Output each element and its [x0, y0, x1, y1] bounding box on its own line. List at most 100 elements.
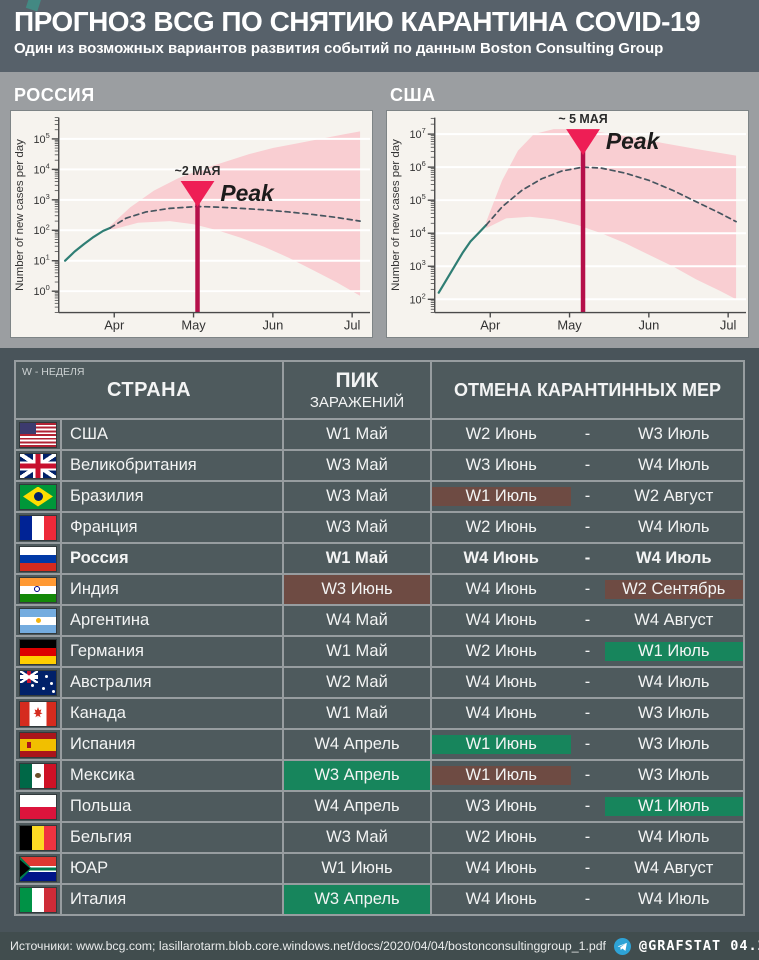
country-name: Италия: [62, 885, 282, 914]
footer: Источники: www.bcg.com; lasillarotarm.bl…: [0, 932, 759, 960]
peak-week: W3 Май: [284, 482, 430, 511]
peak-week: W1 Май: [284, 699, 430, 728]
region-label-usa: США: [390, 84, 436, 105]
lift-start-week: W1 Июль: [432, 487, 571, 506]
svg-text:~ 5 МАЯ: ~ 5 МАЯ: [558, 112, 607, 126]
header-peak: ПИК ЗАРАЖЕНИЙ: [284, 362, 430, 418]
country-flag-cell: [16, 761, 60, 790]
header-country-label: СТРАНА: [106, 378, 192, 401]
quarantine-lift-range: W1 Июль - W2 Август: [432, 482, 743, 511]
lift-end-week: W4 Июль: [638, 518, 710, 536]
range-dash: -: [584, 766, 591, 784]
lift-start-week: W3 Июнь: [465, 456, 537, 474]
russia-forecast-chart: ~2 МАЯ Peak 100 101 102 103 104 105 Apr May Jun Jul…: [10, 110, 373, 338]
quarantine-lift-range: W4 Июнь - W4 Август: [432, 606, 743, 635]
peak-week: W4 Апрель: [284, 792, 430, 821]
range-dash: -: [584, 859, 591, 877]
range-dash: -: [584, 549, 591, 567]
chart-region-labels: РОССИЯ США: [10, 80, 749, 110]
peak-week: W3 Июнь: [284, 575, 430, 604]
ru-flag-icon: [20, 546, 56, 571]
peak-week: W3 Май: [284, 451, 430, 480]
svg-text:Peak: Peak: [606, 128, 661, 154]
table-row: Австралия W2 Май W4 Июнь - W4 Июль: [16, 668, 743, 697]
table-header: W - НЕДЕЛЯ СТРАНА ПИК ЗАРАЖЕНИЙ ОТМЕНА К…: [16, 362, 743, 418]
lift-start-week: W4 Июнь: [465, 704, 537, 722]
peak-week: W4 Апрель: [284, 730, 430, 759]
range-dash: -: [584, 673, 591, 691]
svg-text:Apr: Apr: [104, 317, 125, 332]
country-flag-cell: [16, 823, 60, 852]
sources-text: Источники: www.bcg.com; lasillarotarm.bl…: [10, 939, 606, 953]
svg-text:Peak: Peak: [220, 180, 275, 206]
svg-text:May: May: [557, 317, 582, 332]
quarantine-lift-range: W4 Июнь - W2 Сентябрь: [432, 575, 743, 604]
lift-end-week: W2 Август: [634, 487, 714, 505]
country-flag-cell: [16, 885, 60, 914]
range-dash: -: [584, 735, 591, 753]
lift-end-week: W4 Июль: [638, 456, 710, 474]
ar-flag-icon: [20, 608, 56, 633]
range-dash: -: [584, 611, 591, 629]
country-flag-cell: [16, 730, 60, 759]
table-row: Аргентина W4 Май W4 Июнь - W4 Август: [16, 606, 743, 635]
header-peak-line2: ЗАРАЖЕНИЙ: [309, 394, 405, 411]
lift-end-week: W3 Июль: [638, 704, 710, 722]
quarantine-lift-range: W3 Июнь - W1 Июль: [432, 792, 743, 821]
peak-week: W3 Апрель: [284, 761, 430, 790]
page-subtitle: Один из возможных вариантов развития соб…: [14, 40, 664, 58]
week-note: W - НЕДЕЛЯ: [22, 366, 85, 378]
fr-flag-icon: [20, 515, 56, 540]
svg-text:Number of new cases per day: Number of new cases per day: [14, 139, 26, 291]
range-dash: -: [584, 890, 591, 908]
svg-text:Apr: Apr: [480, 317, 501, 332]
svg-text:~2 МАЯ: ~2 МАЯ: [175, 164, 221, 178]
it-flag-icon: [20, 887, 56, 912]
usa-forecast-chart: ~ 5 МАЯ Peak 102 103 104 105 106 107 Apr May Jun Ju…: [386, 110, 749, 338]
gb-flag-icon: [20, 453, 56, 478]
range-dash: -: [584, 456, 591, 474]
us-flag-icon: [20, 422, 56, 447]
header-quarantine-label: ОТМЕНА КАРАНТИННЫХ МЕР: [454, 379, 721, 400]
country-flag-cell: [16, 482, 60, 511]
country-name: Великобритания: [62, 451, 282, 480]
range-dash: -: [584, 425, 591, 443]
header-quarantine: ОТМЕНА КАРАНТИННЫХ МЕР: [432, 362, 743, 418]
quarantine-lift-range: W1 Июнь - W3 Июль: [432, 730, 743, 759]
svg-text:Jun: Jun: [638, 317, 659, 332]
forecast-table: W - НЕДЕЛЯ СТРАНА ПИК ЗАРАЖЕНИЙ ОТМЕНА К…: [14, 360, 745, 916]
country-flag-cell: [16, 637, 60, 666]
country-name: Индия: [62, 575, 282, 604]
range-dash: -: [584, 518, 591, 536]
range-dash: -: [584, 704, 591, 722]
lift-end-week: W4 Июль: [638, 673, 710, 691]
quarantine-lift-range: W2 Июнь - W4 Июль: [432, 823, 743, 852]
range-dash: -: [584, 580, 591, 598]
pl-flag-icon: [20, 794, 56, 819]
peak-week: W4 Май: [284, 606, 430, 635]
country-flag-cell: [16, 668, 60, 697]
lift-end-week: W3 Июль: [638, 735, 710, 753]
lift-end-week: W4 Июль: [638, 828, 710, 846]
country-flag-cell: [16, 792, 60, 821]
table-row: Франция W3 Май W2 Июнь - W4 Июль: [16, 513, 743, 542]
table-row: ЮАР W1 Июнь W4 Июнь - W4 Август: [16, 854, 743, 883]
table-row: Италия W3 Апрель W4 Июнь - W4 Июль: [16, 885, 743, 914]
au-flag-icon: [20, 670, 56, 695]
header-peak-line1: ПИК: [335, 369, 379, 392]
credit-text: @GRAFSTAT 04.2020: [638, 938, 759, 954]
in-flag-icon: [20, 577, 56, 602]
lift-end-week: W3 Июль: [638, 766, 710, 784]
country-flag-cell: [16, 420, 60, 449]
country-name: Аргентина: [62, 606, 282, 635]
lift-end-week: W3 Июль: [638, 425, 710, 443]
lift-start-week: W4 Июнь: [465, 580, 537, 598]
country-flag-cell: [16, 451, 60, 480]
lift-start-week: W2 Июнь: [465, 828, 537, 846]
quarantine-lift-range: W2 Июнь - W3 Июль: [432, 420, 743, 449]
br-flag-icon: [20, 484, 56, 509]
chart-panels: ~2 МАЯ Peak 100 101 102 103 104 105 Apr May Jun Jul…: [10, 110, 749, 338]
table-row: Индия W3 Июнь W4 Июнь - W2 Сентябрь: [16, 575, 743, 604]
lift-start-week: W2 Июнь: [465, 518, 537, 536]
